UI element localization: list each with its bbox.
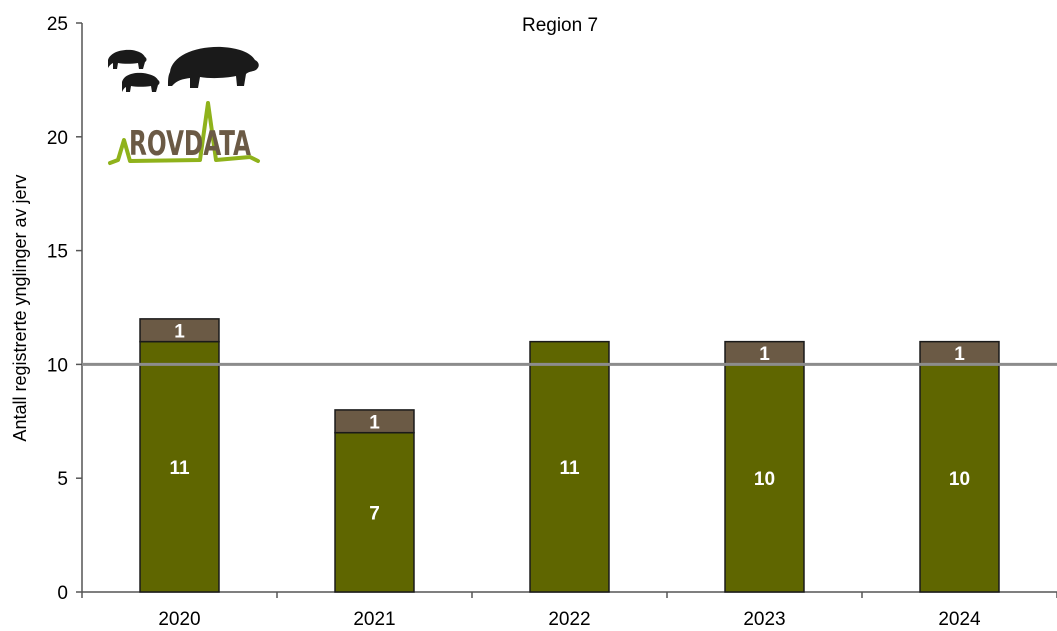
x-tick-label: 2023 bbox=[743, 609, 785, 630]
bar-segment bbox=[139, 340, 220, 593]
bar-segment bbox=[139, 318, 220, 343]
bar-data-label: 1 bbox=[759, 344, 770, 365]
y-tick-label: 20 bbox=[47, 128, 68, 149]
y-tick-label: 0 bbox=[57, 583, 68, 604]
y-tick-label: 15 bbox=[47, 242, 68, 263]
bar-segment bbox=[724, 363, 805, 593]
y-axis-label: Antall registrerte ynglinger av jerv bbox=[10, 174, 30, 441]
bar-data-label: 1 bbox=[954, 344, 965, 365]
bar-segment bbox=[334, 431, 415, 593]
y-tick-label: 10 bbox=[47, 355, 68, 376]
bar-segment bbox=[334, 409, 415, 434]
bar-data-label: 11 bbox=[169, 458, 190, 479]
bar-data-label: 7 bbox=[369, 503, 380, 524]
y-axis: 0 5 10 15 20 25 bbox=[47, 14, 83, 604]
y-tick-label: 5 bbox=[57, 469, 68, 490]
bar-segment bbox=[919, 363, 1000, 593]
logo-signal-line bbox=[108, 101, 260, 165]
logo-text: ROVDATA bbox=[129, 124, 251, 164]
x-tick-label: 2022 bbox=[548, 609, 590, 630]
bar-data-label: 10 bbox=[754, 469, 775, 490]
chart-title: Region 7 bbox=[522, 15, 598, 36]
bar-data-label: 1 bbox=[174, 321, 185, 342]
x-tick-label: 2021 bbox=[353, 609, 395, 630]
bar-data-label: 1 bbox=[369, 412, 380, 433]
wolverine-silhouettes-icon bbox=[108, 46, 259, 92]
x-tick-label: 2024 bbox=[938, 609, 981, 630]
bar-data-label: 11 bbox=[559, 458, 580, 479]
x-axis: 2020 2021 2022 2023 2024 bbox=[81, 591, 1057, 630]
rovdata-logo: ROVDATA bbox=[108, 46, 260, 165]
bar-data-label: 10 bbox=[949, 469, 970, 490]
bar-segment bbox=[529, 340, 610, 593]
x-tick-label: 2020 bbox=[158, 609, 200, 630]
y-tick-label: 25 bbox=[47, 14, 68, 35]
